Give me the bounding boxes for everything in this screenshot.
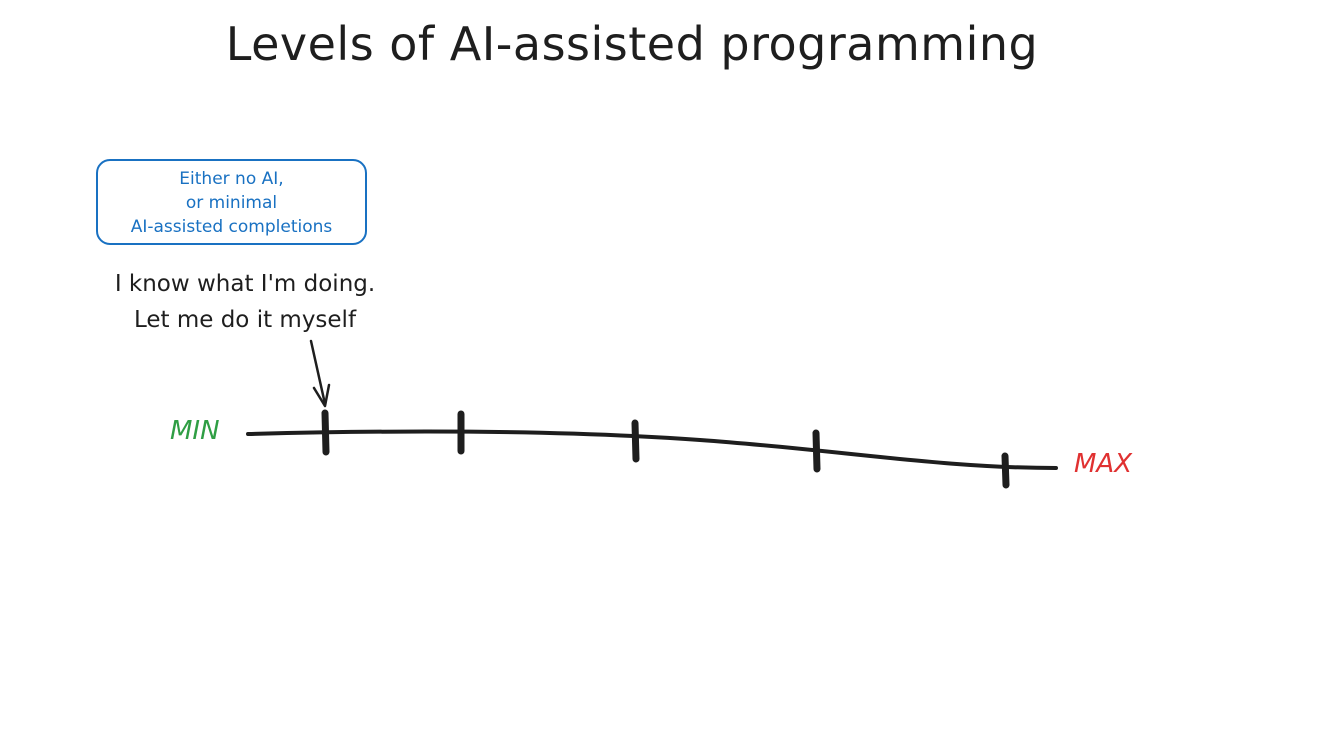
scale-tick <box>321 409 330 456</box>
caption-line: Let me do it myself <box>133 307 357 333</box>
note-line: Either no AI, <box>179 169 284 189</box>
level-caption: I know what I'm doing. Let me do it myse… <box>60 266 430 338</box>
min-label: MIN <box>170 416 220 446</box>
scale-tick <box>812 429 821 473</box>
scale-tick <box>1001 452 1010 489</box>
max-label: MAX <box>1074 449 1133 479</box>
note-box: Either no AI, or minimal AI-assisted com… <box>96 159 367 245</box>
diagram-title: Levels of AI-assisted programming <box>225 17 1039 71</box>
pointer-arrow <box>309 339 331 408</box>
note-line: or minimal <box>185 193 278 213</box>
note-line: AI-assisted completions <box>130 217 333 237</box>
caption-line: I know what I'm doing. <box>114 271 376 297</box>
scale-line <box>246 429 1058 470</box>
scale-tick <box>631 419 640 463</box>
